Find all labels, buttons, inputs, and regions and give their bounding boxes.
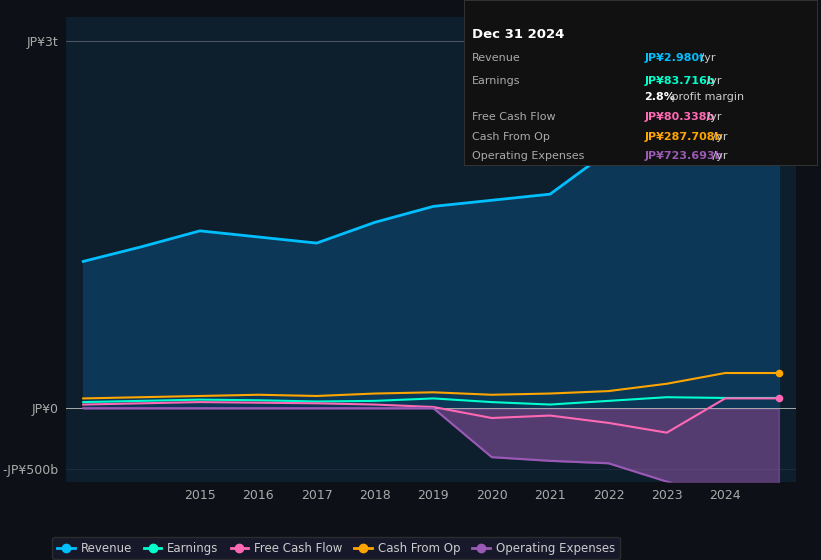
Text: Dec 31 2024: Dec 31 2024 — [472, 28, 565, 41]
Text: /yr: /yr — [703, 112, 722, 122]
Text: profit margin: profit margin — [668, 92, 745, 102]
Point — [773, 394, 786, 403]
Legend: Revenue, Earnings, Free Cash Flow, Cash From Op, Operating Expenses: Revenue, Earnings, Free Cash Flow, Cash … — [53, 537, 620, 559]
Point — [773, 492, 786, 501]
Text: /yr: /yr — [709, 151, 727, 161]
Text: JP¥83.716b: JP¥83.716b — [644, 76, 715, 86]
Point — [773, 368, 786, 377]
Text: Earnings: Earnings — [472, 76, 521, 86]
Text: Free Cash Flow: Free Cash Flow — [472, 112, 556, 122]
Text: JP¥2.980t: JP¥2.980t — [644, 53, 705, 63]
Text: Revenue: Revenue — [472, 53, 521, 63]
Text: JP¥723.693b: JP¥723.693b — [644, 151, 723, 161]
Text: Cash From Op: Cash From Op — [472, 132, 550, 142]
Point — [773, 39, 786, 48]
Text: /yr: /yr — [709, 132, 727, 142]
Text: Operating Expenses: Operating Expenses — [472, 151, 585, 161]
Text: JP¥80.338b: JP¥80.338b — [644, 112, 715, 122]
Text: JP¥287.708b: JP¥287.708b — [644, 132, 722, 142]
Text: 2.8%: 2.8% — [644, 92, 676, 102]
Text: /yr: /yr — [697, 53, 716, 63]
Text: /yr: /yr — [703, 76, 722, 86]
